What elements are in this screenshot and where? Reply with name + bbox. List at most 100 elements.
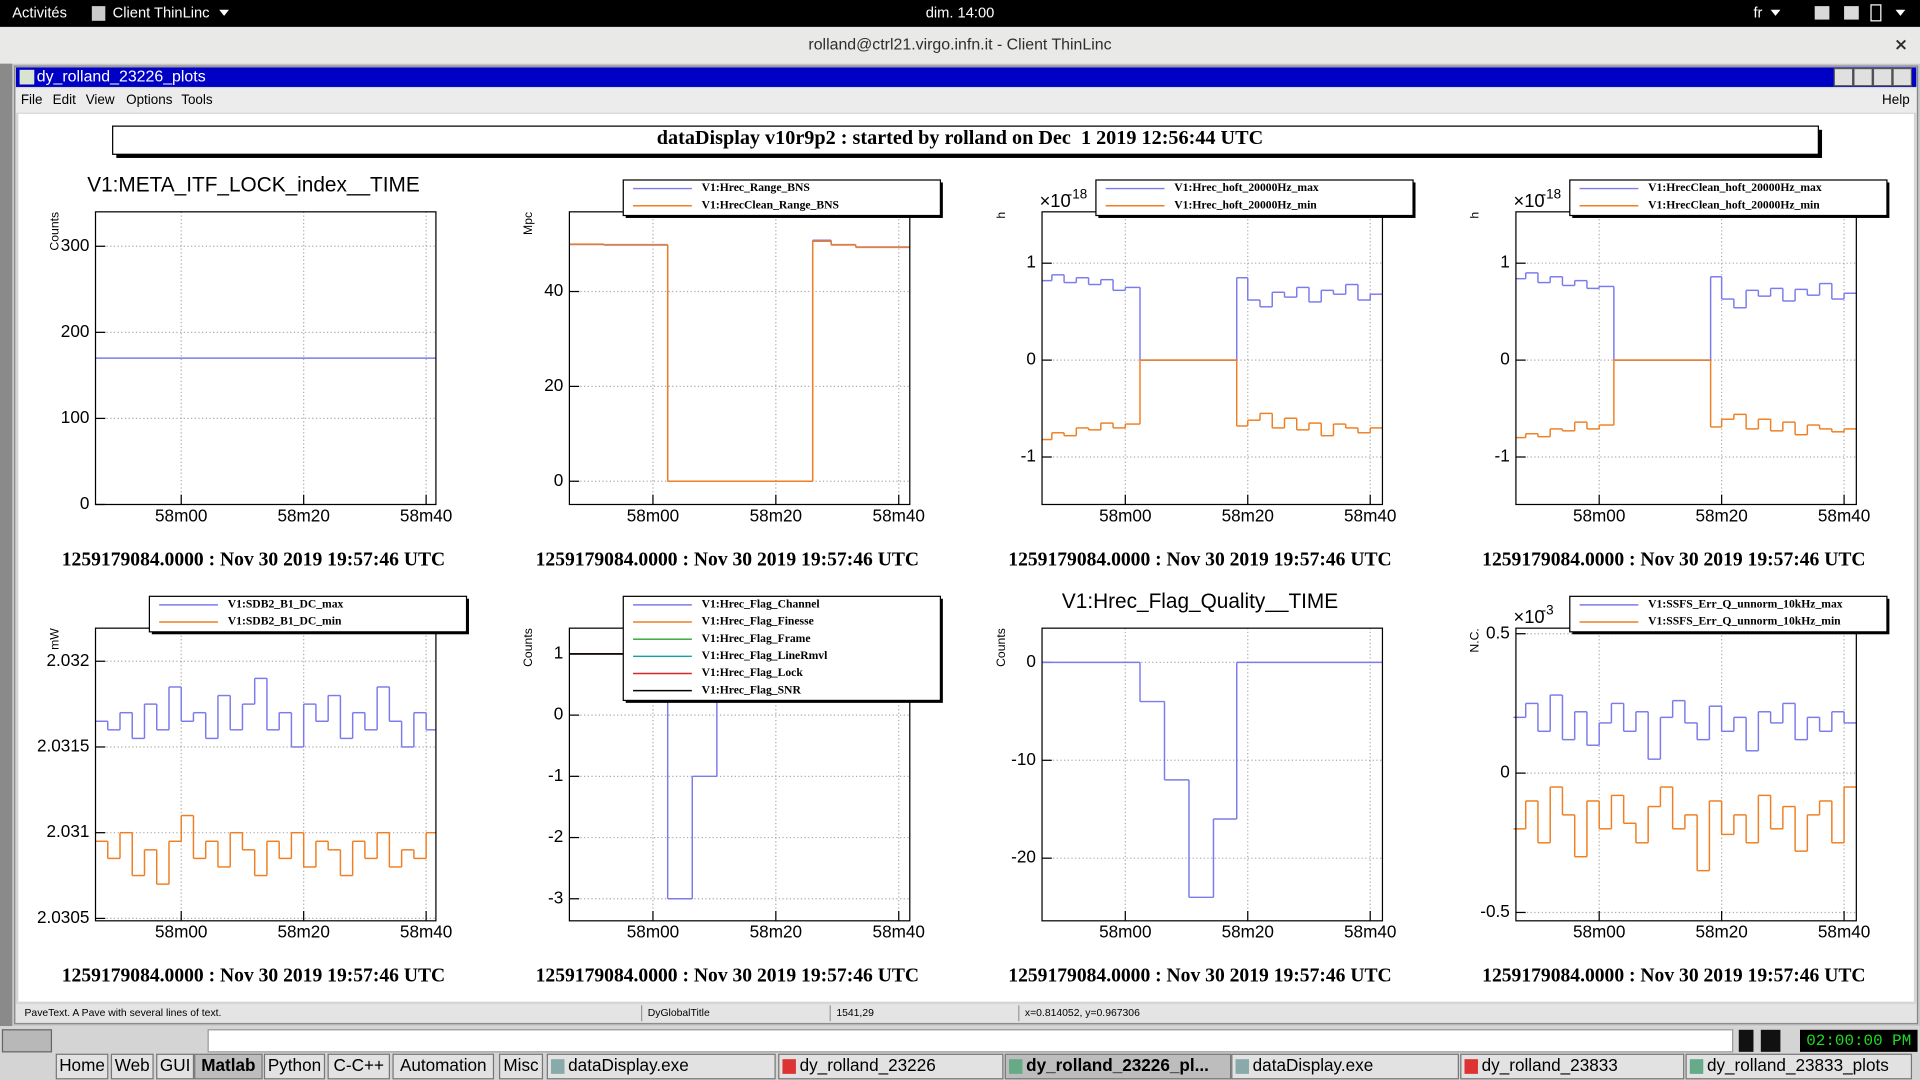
- y-exponent: -3: [1542, 603, 1554, 618]
- legend: [1569, 595, 1888, 633]
- legend-label: V1:SSFS_Err_Q_unnorm_10kHz_max: [1648, 598, 1843, 611]
- plot-border: [1041, 627, 1384, 922]
- y-tick-label: 1: [1500, 252, 1510, 272]
- app-menu[interactable]: Client ThinLinc: [113, 5, 210, 21]
- minimize-button[interactable]: [1853, 67, 1873, 87]
- legend-label: V1:SDB2_B1_DC_min: [228, 615, 342, 628]
- launcher-button[interactable]: [392, 1053, 495, 1080]
- inner-window-buttons: [1833, 67, 1913, 87]
- launcher-button[interactable]: [55, 1053, 109, 1080]
- task-button[interactable]: [546, 1053, 776, 1080]
- legend-label: V1:Hrec_hoft_20000Hz_max: [1174, 181, 1319, 194]
- y-tick-label: -1: [1021, 446, 1036, 466]
- task-label: dy_rolland_23833_plots: [1707, 1055, 1889, 1075]
- y-tick-label: 0: [554, 704, 564, 724]
- menu-help[interactable]: Help: [1882, 92, 1910, 107]
- task-button[interactable]: [1460, 1053, 1685, 1080]
- close-button[interactable]: [1896, 39, 1906, 50]
- x-tick-label: 58m00: [1573, 922, 1625, 942]
- activities[interactable]: Activités: [12, 5, 67, 21]
- task-icon: [1689, 1059, 1704, 1074]
- task-button[interactable]: [1004, 1053, 1232, 1080]
- task-button[interactable]: [778, 1053, 1004, 1080]
- x-tick-label: 58m40: [1344, 922, 1396, 942]
- plot-title: V1:Hrec_Flag_Quality__TIME: [1062, 590, 1338, 613]
- legend-label: V1:HrecClean_hoft_20000Hz_min: [1648, 198, 1820, 211]
- y-tick-label: 2.0305: [37, 907, 89, 927]
- legend: [148, 595, 468, 633]
- y-exponent: -18: [1068, 186, 1087, 201]
- task-label: dy_rolland_23226_pl...: [1026, 1055, 1209, 1075]
- x-tick-label: 58m20: [750, 922, 802, 942]
- dropdown-arrow: [1770, 9, 1781, 16]
- plot-frame: [1042, 211, 1383, 505]
- x-tick-label: 58m40: [873, 922, 925, 942]
- task-label: dy_rolland_23833: [1482, 1055, 1618, 1075]
- x-tick-label: 58m40: [400, 505, 452, 525]
- launcher-button[interactable]: [327, 1053, 390, 1080]
- launcher-button[interactable]: [194, 1053, 263, 1080]
- task-label: dy_rolland_23226: [800, 1055, 936, 1075]
- app-icon: [91, 6, 106, 21]
- menu-item[interactable]: Edit: [53, 92, 76, 107]
- legend: [622, 595, 942, 702]
- close-button[interactable]: [1892, 67, 1913, 87]
- task-label: dataDisplay.exe: [1253, 1055, 1374, 1075]
- x-tick-label: 58m20: [277, 505, 329, 525]
- inner-title: dy_rolland_23226_plots: [37, 68, 206, 85]
- legend-label: V1:Hrec_Flag_Channel: [702, 598, 821, 611]
- y-tick-label: 0: [1500, 349, 1510, 369]
- launcher-button[interactable]: [110, 1053, 154, 1080]
- task-label: dataDisplay.exe: [568, 1055, 689, 1075]
- launcher-button[interactable]: [498, 1053, 544, 1080]
- plot-frame: [1515, 628, 1857, 921]
- clock[interactable]: dim. 14:00: [926, 5, 995, 21]
- plot-frame: [1515, 211, 1857, 505]
- legend-label: V1:Hrec_Flag_Lock: [702, 666, 804, 679]
- y-tick-label: 40: [544, 280, 563, 300]
- taskbar-clock: 02:00:00 PM: [1806, 1032, 1911, 1050]
- menu-item[interactable]: View: [86, 92, 115, 107]
- command-field[interactable]: [207, 1029, 1734, 1053]
- launcher-label: Web: [115, 1055, 150, 1075]
- menu-item[interactable]: Options: [126, 92, 173, 107]
- start-button[interactable]: [1, 1029, 53, 1053]
- x-tick-label: 58m00: [1099, 922, 1151, 942]
- legend-label: V1:HrecClean_hoft_20000Hz_max: [1648, 181, 1822, 194]
- y-multiplier: ×10: [1040, 190, 1071, 211]
- plot-footer: 1259179084.0000 : Nov 30 2019 19:57:46 U…: [1008, 966, 1391, 987]
- legend-label: V1:Hrec_Flag_SNR: [702, 683, 802, 696]
- x-tick-label: 58m40: [873, 505, 925, 525]
- legend-label: V1:Hrec_Flag_Finesse: [702, 615, 814, 628]
- status-bar: [15, 1004, 1917, 1023]
- plot-title: V1:META_ITF_LOCK_index__TIME: [87, 174, 419, 197]
- menu-item[interactable]: File: [21, 92, 43, 107]
- x-tick-label: 58m00: [627, 922, 679, 942]
- y-multiplier: ×10: [1513, 606, 1544, 627]
- task-button[interactable]: [1685, 1053, 1913, 1080]
- y-tick-label: 2.032: [47, 650, 90, 670]
- x-tick-label: 58m40: [1818, 505, 1870, 525]
- plot-footer: 1259179084.0000 : Nov 30 2019 19:57:46 U…: [1482, 966, 1865, 987]
- plot-footer: 1259179084.0000 : Nov 30 2019 19:57:46 U…: [536, 966, 919, 987]
- y-tick-label: 0: [80, 493, 90, 513]
- menu-item[interactable]: Tools: [181, 92, 213, 107]
- y-tick-label: 0: [1500, 762, 1510, 782]
- launcher-label: Matlab: [201, 1055, 255, 1075]
- task-icon: [1464, 1059, 1478, 1074]
- maximize-button[interactable]: [1872, 67, 1893, 87]
- language[interactable]: fr: [1753, 5, 1762, 21]
- y-axis-label: Counts: [521, 628, 535, 667]
- y-tick-label: 0.5: [1486, 622, 1510, 642]
- launcher-button[interactable]: [263, 1053, 326, 1080]
- x-tick-label: 58m00: [1573, 505, 1625, 525]
- y-tick-label: 200: [61, 321, 90, 341]
- pin-button[interactable]: [1833, 67, 1854, 87]
- legend-label: V1:SSFS_Err_Q_unnorm_10kHz_min: [1648, 615, 1841, 628]
- task-button[interactable]: [1231, 1053, 1459, 1080]
- y-tick-label: -2: [548, 826, 563, 846]
- y-tick-label: 100: [61, 407, 90, 427]
- launcher-button[interactable]: [156, 1053, 195, 1080]
- plot-footer: 1259179084.0000 : Nov 30 2019 19:57:46 U…: [62, 966, 445, 987]
